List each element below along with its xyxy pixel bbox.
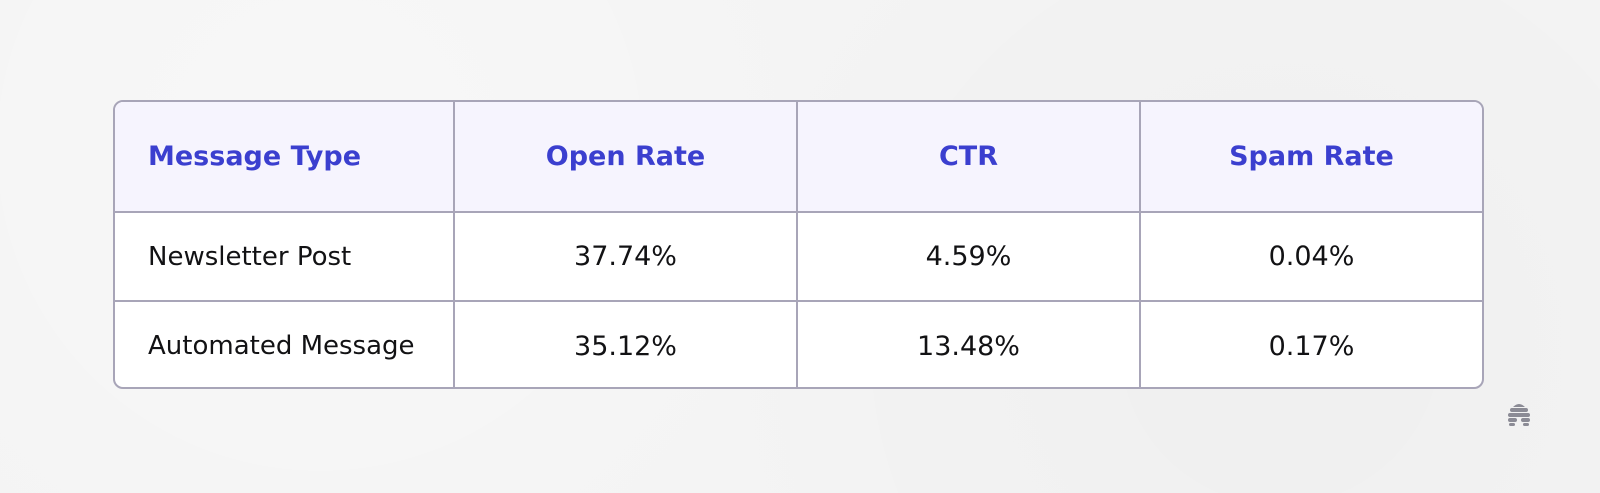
beehive-icon <box>1505 400 1533 428</box>
cell-ctr: 4.59% <box>797 212 1141 302</box>
table-header-row: Message Type Open Rate CTR Spam Rate <box>115 102 1482 213</box>
column-header-open-rate: Open Rate <box>454 102 798 213</box>
table-row: Newsletter Post 37.74% 4.59% 0.04% <box>115 212 1482 302</box>
cell-open-rate: 35.12% <box>454 301 798 387</box>
cell-message-type: Newsletter Post <box>115 212 455 302</box>
cell-spam-rate: 0.04% <box>1140 212 1482 302</box>
cell-ctr: 13.48% <box>797 301 1141 387</box>
column-header-ctr: CTR <box>797 102 1141 213</box>
cell-open-rate: 37.74% <box>454 212 798 302</box>
metrics-table: Message Type Open Rate CTR Spam Rate New… <box>115 102 1482 387</box>
cell-message-type: Automated Message <box>115 301 455 387</box>
metrics-table-card: Message Type Open Rate CTR Spam Rate New… <box>113 100 1484 389</box>
column-header-spam-rate: Spam Rate <box>1140 102 1482 213</box>
cell-spam-rate: 0.17% <box>1268 330 1355 362</box>
column-header-message-type: Message Type <box>115 102 455 213</box>
table-row: Automated Message 35.12% 13.48% 0.17% <box>115 301 1482 387</box>
